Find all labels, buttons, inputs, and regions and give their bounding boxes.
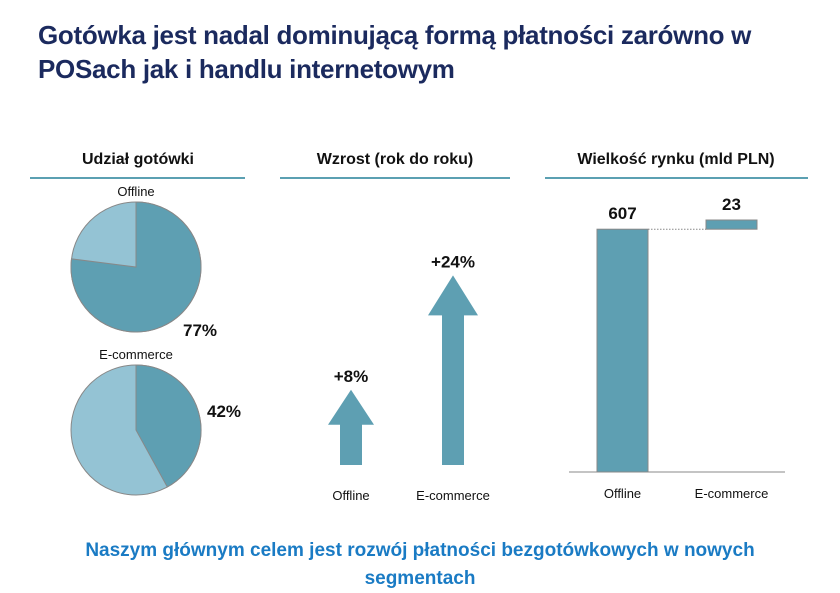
pie-value-label: 77% [183, 321, 217, 340]
growth-arrow [428, 275, 478, 465]
bar-value-label: 23 [722, 195, 741, 214]
section-header: Wielkość rynku (mld PLN) [577, 151, 774, 168]
waterfall-bar [705, 219, 758, 230]
category-label: E-commerce [695, 486, 769, 501]
pie-title: Offline [117, 184, 154, 199]
pie-slice-cash [135, 364, 202, 488]
growth-value-label: +24% [431, 252, 475, 271]
pie-value-label: 42% [207, 402, 241, 421]
section-header: Udział gotówki [82, 151, 194, 168]
category-label: Offline [332, 488, 369, 503]
waterfall-bar [596, 228, 649, 473]
growth-arrow [328, 389, 374, 465]
pie-slice-cash [70, 201, 202, 333]
category-label: E-commerce [416, 488, 490, 503]
bar-value-label: 607 [608, 204, 636, 223]
growth-value-label: +8% [334, 367, 369, 386]
slide-footer: Naszym głównym celem jest rozwój płatnoś… [85, 540, 755, 589]
pie-title: E-commerce [99, 347, 173, 362]
category-label: Offline [604, 486, 641, 501]
slide-title: Gotówka jest nadal dominującą formą płat… [38, 20, 752, 84]
section-header: Wzrost (rok do roku) [317, 151, 473, 168]
